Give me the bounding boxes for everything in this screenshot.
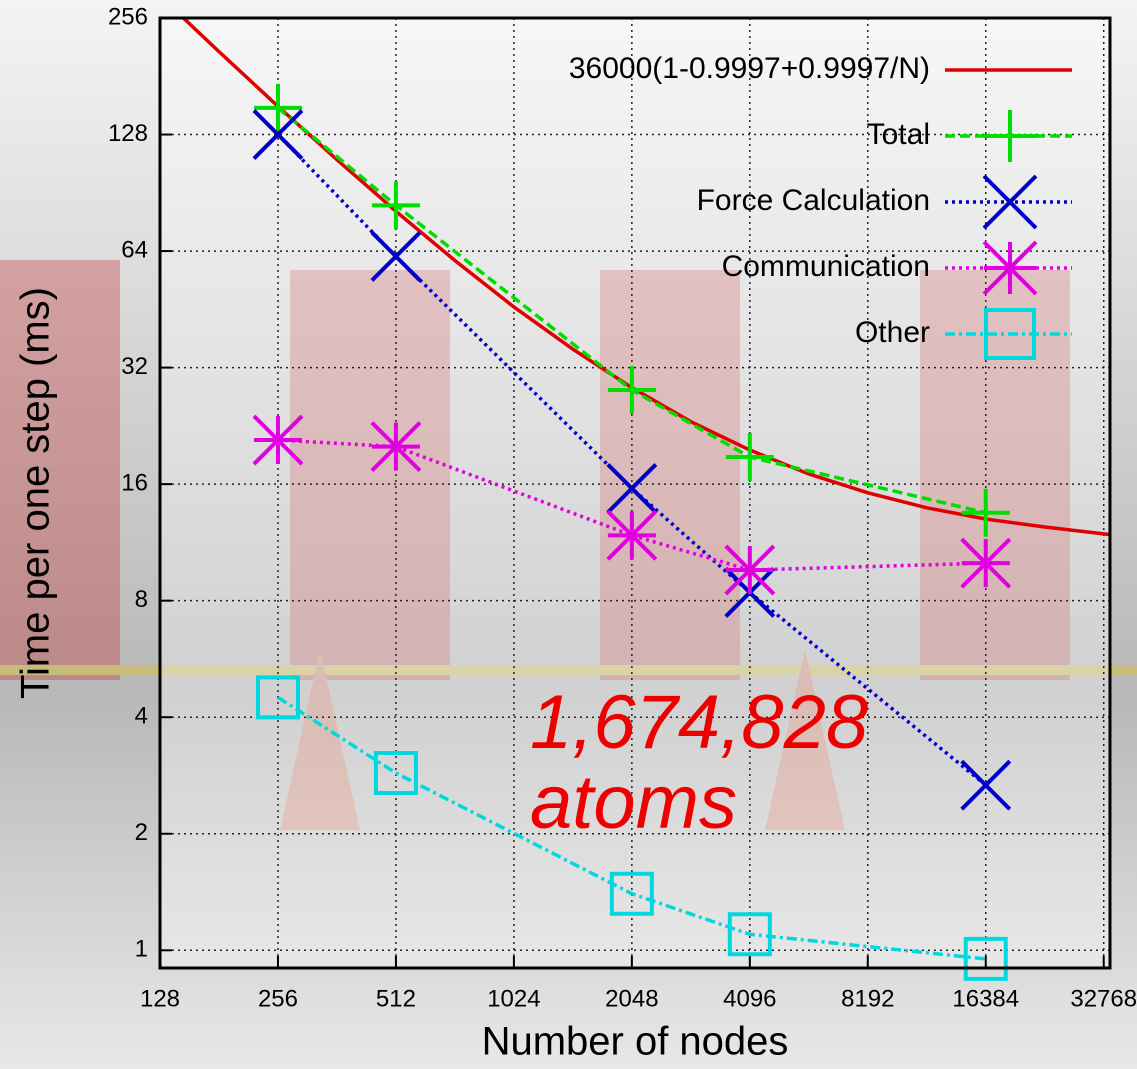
legend-label: 36000(1-0.9997+0.9997/N) xyxy=(569,52,930,85)
data-point xyxy=(252,109,304,160)
plot-frame xyxy=(158,16,1112,970)
data-point xyxy=(370,230,422,282)
series-line xyxy=(277,438,986,572)
y-tick-label: 4 xyxy=(135,703,148,730)
data-point xyxy=(252,414,304,466)
y-tick-label: 8 xyxy=(135,586,148,613)
y-tick-label: 256 xyxy=(108,3,148,30)
y-tick-label: 64 xyxy=(121,236,148,263)
data-point xyxy=(370,421,422,473)
x-tick-label: 32768 xyxy=(1070,985,1137,1012)
data-point xyxy=(724,544,776,596)
legend-label: Communication xyxy=(722,250,930,283)
data-point xyxy=(606,509,658,561)
series-line xyxy=(277,695,986,961)
plot-markers xyxy=(252,83,1012,981)
data-point xyxy=(253,83,302,132)
data-point xyxy=(373,751,418,796)
data-point xyxy=(960,759,1012,811)
series-line xyxy=(180,18,1110,537)
y-tick-label: 1 xyxy=(135,936,148,963)
y-tick-label: 32 xyxy=(121,353,148,380)
data-point xyxy=(606,462,658,514)
y-tick-label: 128 xyxy=(108,120,148,147)
y-tick-label: 2 xyxy=(135,819,148,846)
y-axis-label: Time per one step (ms) xyxy=(14,287,58,699)
legend-marker xyxy=(984,308,1036,360)
legend-marker xyxy=(982,240,1038,296)
data-point xyxy=(609,871,654,916)
annotation: atoms xyxy=(530,760,737,845)
data-point xyxy=(725,433,774,482)
legend-label: Total xyxy=(867,118,930,151)
legend-marker xyxy=(982,174,1038,230)
background-photo xyxy=(0,260,1137,830)
legend-label: Other xyxy=(855,316,930,349)
x-tick-label: 512 xyxy=(376,985,416,1012)
data-point xyxy=(961,488,1010,537)
x-tick-label: 4096 xyxy=(723,985,776,1012)
annotation: 1,674,828 xyxy=(530,680,868,765)
x-tick-label: 1024 xyxy=(487,985,540,1012)
x-tick-label: 8192 xyxy=(841,985,894,1012)
x-tick-label: 256 xyxy=(258,985,298,1012)
data-point xyxy=(960,537,1012,589)
x-tick-label: 128 xyxy=(140,985,180,1012)
x-axis-label: Number of nodes xyxy=(482,1020,789,1064)
data-point xyxy=(963,936,1008,981)
data-point xyxy=(727,912,772,957)
x-tick-label: 2048 xyxy=(605,985,658,1012)
series-line xyxy=(276,133,987,787)
legend-label: Force Calculation xyxy=(697,184,930,217)
legend-marker xyxy=(984,110,1036,162)
data-point xyxy=(255,675,300,720)
data-point xyxy=(371,181,420,230)
data-point xyxy=(607,366,656,415)
y-tick-label: 16 xyxy=(121,469,148,496)
x-tick-label: 16384 xyxy=(952,985,1019,1012)
